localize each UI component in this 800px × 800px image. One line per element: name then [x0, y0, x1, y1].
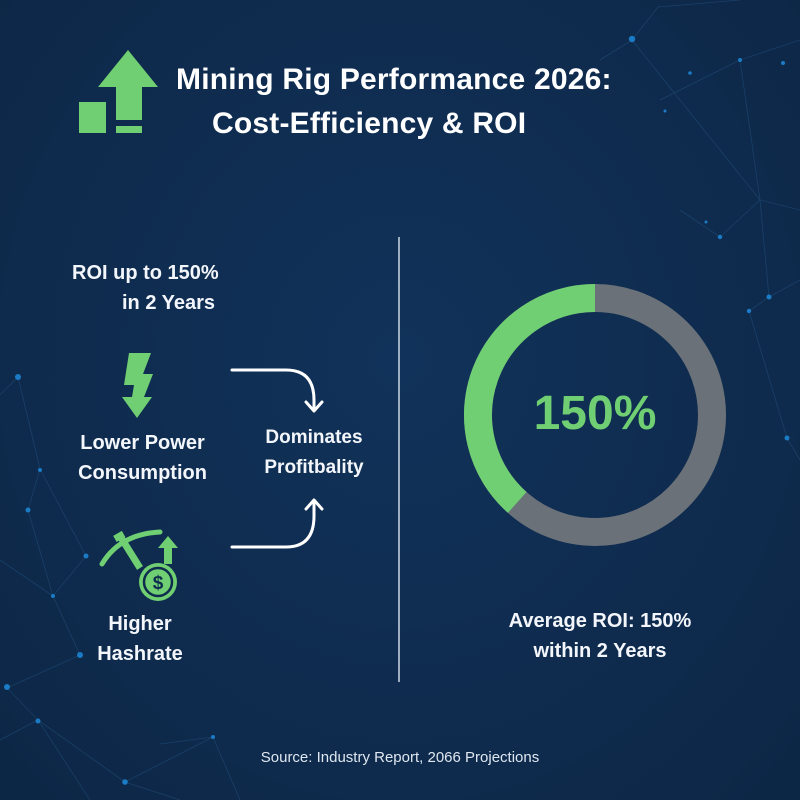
- title-line-1: Mining Rig Performance 2026:: [176, 63, 612, 96]
- pickaxe-coin-up-icon: $: [99, 529, 178, 601]
- factor-power-label: Lower Power Consumption: [60, 428, 225, 488]
- lightning-bolt-down-icon: [122, 353, 153, 418]
- result-line-2: Profitbality: [264, 457, 364, 478]
- source-footnote: Source: Industry Report, 2066 Projection…: [260, 749, 540, 766]
- factor-hashrate-label: Higher Hashrate: [75, 609, 205, 669]
- roi-headline: ROI up to 150% in 2 Years: [72, 258, 272, 318]
- donut-roi-arc: [463, 284, 596, 513]
- roi-headline-line-1: ROI up to 150%: [72, 262, 219, 284]
- factor-hashrate-line-2: Hashrate: [97, 643, 183, 665]
- title-line-2: Cost-Efficiency & ROI: [212, 107, 527, 140]
- factor-power-line-2: Consumption: [78, 462, 207, 484]
- growth-arrow-icon: [79, 50, 158, 133]
- arrow-power-to-profit-icon: [230, 368, 324, 413]
- donut-center-value: 150%: [533, 387, 657, 440]
- page-title: Mining Rig Performance 2026: Cost-Effici…: [176, 58, 656, 146]
- roi-headline-line-2: in 2 Years: [122, 292, 216, 314]
- result-line-1: Dominates: [265, 427, 363, 448]
- vertical-divider: [398, 237, 400, 682]
- result-label: Dominates Profitbality: [240, 423, 388, 483]
- arrow-hashrate-to-profit-icon: [230, 498, 324, 549]
- roi-donut-chart: [463, 284, 726, 546]
- caption-line-2: within 2 Years: [533, 640, 667, 662]
- factor-hashrate-line-1: Higher: [108, 613, 172, 635]
- factor-power-line-1: Lower Power: [80, 432, 205, 454]
- average-roi-caption: Average ROI: 150% within 2 Years: [470, 606, 730, 666]
- caption-line-1: Average ROI: 150%: [508, 610, 692, 632]
- svg-text:$: $: [153, 573, 164, 594]
